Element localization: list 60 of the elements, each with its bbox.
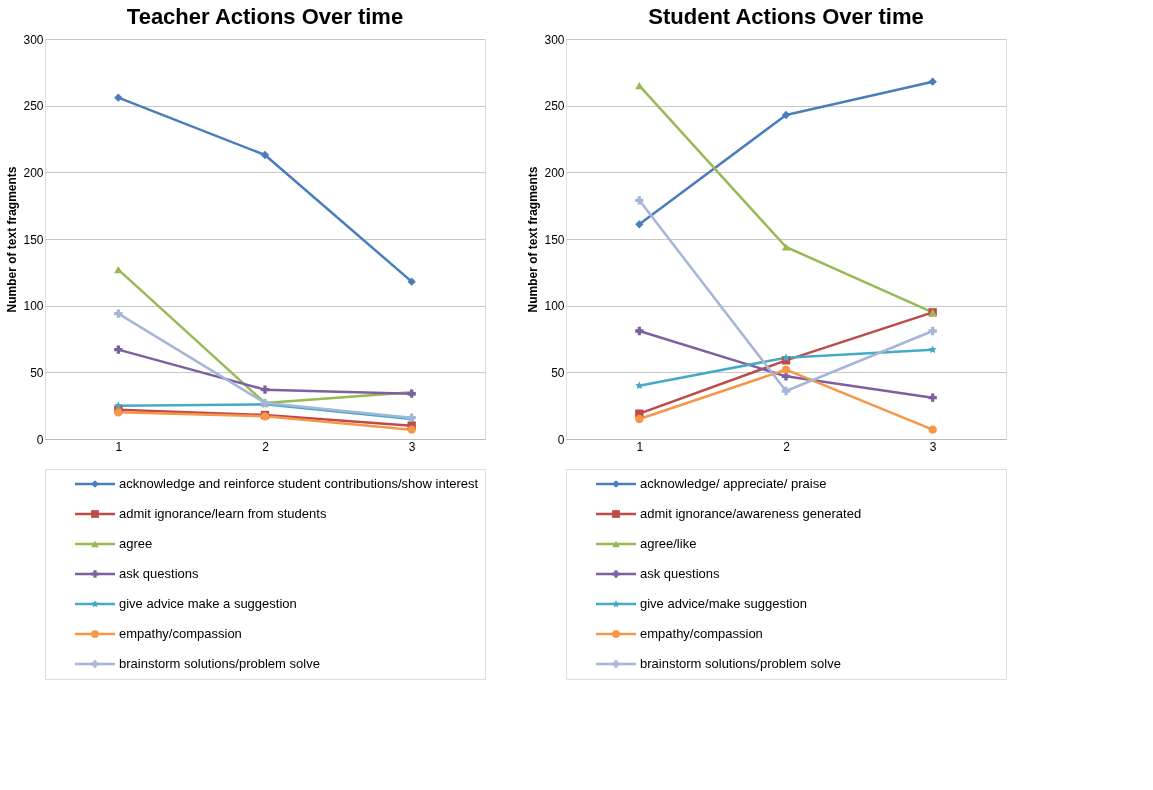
point: [781, 386, 791, 396]
y-tick-label: 250: [544, 99, 565, 114]
x-tick-label: 3: [929, 439, 937, 454]
x-tick-label: 2: [262, 439, 270, 454]
point: [114, 345, 123, 354]
y-tick-label: 300: [23, 32, 44, 47]
point: [928, 326, 937, 336]
chart-title: Student Actions Over time: [648, 4, 924, 29]
point: [781, 110, 791, 120]
y-tick-label: 0: [557, 432, 565, 447]
legend-label: agree/like: [640, 536, 697, 551]
point: [114, 401, 123, 410]
legend-label: acknowledge/ appreciate/ praise: [640, 476, 827, 491]
y-tick-label: 150: [23, 232, 44, 247]
legend-label: agree: [119, 536, 153, 551]
point: [635, 220, 644, 229]
y-axis-title: Number of text fragments: [526, 166, 541, 313]
legend-label: give advice make a suggestion: [119, 596, 297, 611]
point: [781, 243, 791, 251]
y-tick-label: 100: [544, 299, 565, 314]
x-tick-label: 1: [115, 439, 123, 454]
point: [928, 425, 937, 434]
point: [114, 93, 123, 102]
point: [928, 77, 937, 86]
legend-label: brainstorm solutions/problem solve: [640, 656, 841, 671]
legend-label: empathy/compassion: [640, 626, 763, 641]
point: [635, 326, 644, 336]
x-tick-label: 3: [408, 439, 416, 454]
x-tick-label: 1: [636, 439, 644, 454]
y-tick-label: 0: [36, 432, 44, 447]
point: [260, 385, 270, 394]
point: [928, 393, 937, 402]
point: [407, 277, 416, 286]
legend-label: admit ignorance/learn from students: [119, 506, 327, 521]
y-tick-label: 100: [23, 299, 44, 314]
y-axis-title: Number of text fragments: [5, 166, 20, 313]
y-tick-label: 300: [544, 32, 565, 47]
point: [635, 196, 644, 205]
point: [635, 82, 644, 90]
point: [928, 345, 937, 354]
legend-label: admit ignorance/awareness generated: [640, 506, 862, 521]
y-tick-label: 50: [30, 365, 44, 380]
legend-label: empathy/compassion: [119, 626, 242, 641]
y-tick-label: 200: [23, 165, 44, 180]
y-tick-label: 150: [544, 232, 565, 247]
legend-label: give advice/make suggestion: [640, 596, 807, 611]
point: [781, 365, 791, 374]
point: [260, 150, 270, 160]
chart-title: Teacher Actions Over time: [126, 4, 404, 29]
y-tick-label: 200: [544, 165, 565, 180]
legend-label: ask questions: [119, 566, 199, 581]
y-tick-label: 50: [551, 365, 565, 380]
x-tick-label: 2: [783, 439, 791, 454]
point: [635, 414, 644, 424]
legend-label: brainstorm solutions/problem solve: [119, 656, 320, 671]
point: [114, 309, 123, 318]
y-tick-label: 250: [23, 99, 44, 114]
legend-label: acknowledge and reinforce student contributions/show interest: [119, 476, 479, 491]
legend-label: ask questions: [640, 566, 720, 581]
point: [407, 425, 416, 434]
